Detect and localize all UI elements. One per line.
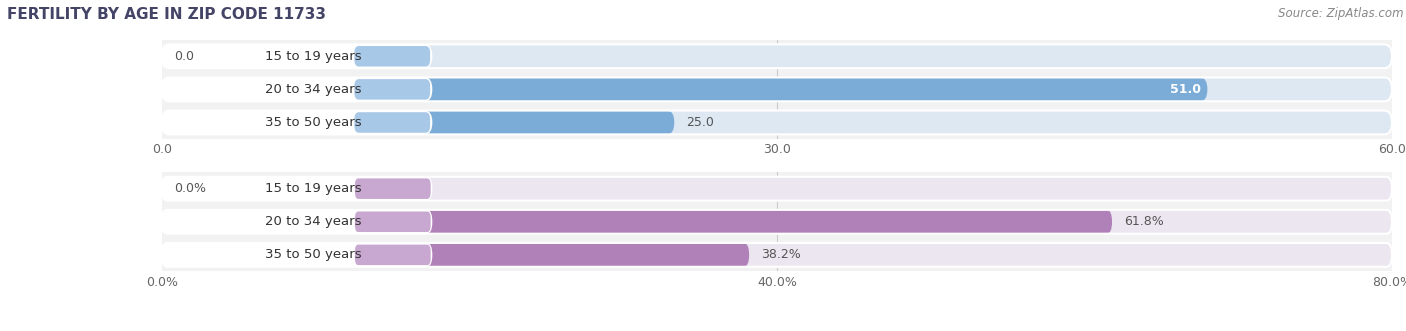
Text: 61.8%: 61.8% bbox=[1125, 215, 1164, 228]
Text: 0.0%: 0.0% bbox=[174, 182, 207, 195]
Text: 25.0: 25.0 bbox=[686, 116, 714, 129]
FancyBboxPatch shape bbox=[162, 210, 1392, 234]
FancyBboxPatch shape bbox=[162, 77, 1208, 101]
FancyBboxPatch shape bbox=[162, 210, 433, 234]
Text: FERTILITY BY AGE IN ZIP CODE 11733: FERTILITY BY AGE IN ZIP CODE 11733 bbox=[7, 7, 326, 22]
FancyBboxPatch shape bbox=[162, 77, 433, 101]
FancyBboxPatch shape bbox=[354, 245, 430, 265]
Text: 15 to 19 years: 15 to 19 years bbox=[264, 182, 361, 195]
FancyBboxPatch shape bbox=[354, 79, 430, 100]
FancyBboxPatch shape bbox=[162, 177, 1392, 201]
FancyBboxPatch shape bbox=[162, 44, 1392, 68]
FancyBboxPatch shape bbox=[162, 243, 1392, 267]
FancyBboxPatch shape bbox=[162, 111, 433, 134]
FancyBboxPatch shape bbox=[162, 111, 675, 134]
FancyBboxPatch shape bbox=[162, 210, 1112, 234]
Text: 35 to 50 years: 35 to 50 years bbox=[264, 248, 361, 261]
FancyBboxPatch shape bbox=[162, 111, 1392, 134]
FancyBboxPatch shape bbox=[162, 243, 749, 267]
FancyBboxPatch shape bbox=[162, 243, 433, 267]
FancyBboxPatch shape bbox=[354, 46, 430, 67]
Text: 20 to 34 years: 20 to 34 years bbox=[264, 83, 361, 96]
Text: 38.2%: 38.2% bbox=[762, 248, 801, 261]
Text: 35 to 50 years: 35 to 50 years bbox=[264, 116, 361, 129]
FancyBboxPatch shape bbox=[162, 77, 1392, 101]
Text: 15 to 19 years: 15 to 19 years bbox=[264, 50, 361, 63]
FancyBboxPatch shape bbox=[162, 44, 433, 68]
FancyBboxPatch shape bbox=[354, 212, 430, 232]
FancyBboxPatch shape bbox=[162, 177, 433, 201]
Text: 0.0: 0.0 bbox=[174, 50, 194, 63]
Text: 20 to 34 years: 20 to 34 years bbox=[264, 215, 361, 228]
FancyBboxPatch shape bbox=[354, 112, 430, 133]
Text: Source: ZipAtlas.com: Source: ZipAtlas.com bbox=[1278, 7, 1403, 20]
FancyBboxPatch shape bbox=[354, 178, 430, 199]
Text: 51.0: 51.0 bbox=[1170, 83, 1201, 96]
